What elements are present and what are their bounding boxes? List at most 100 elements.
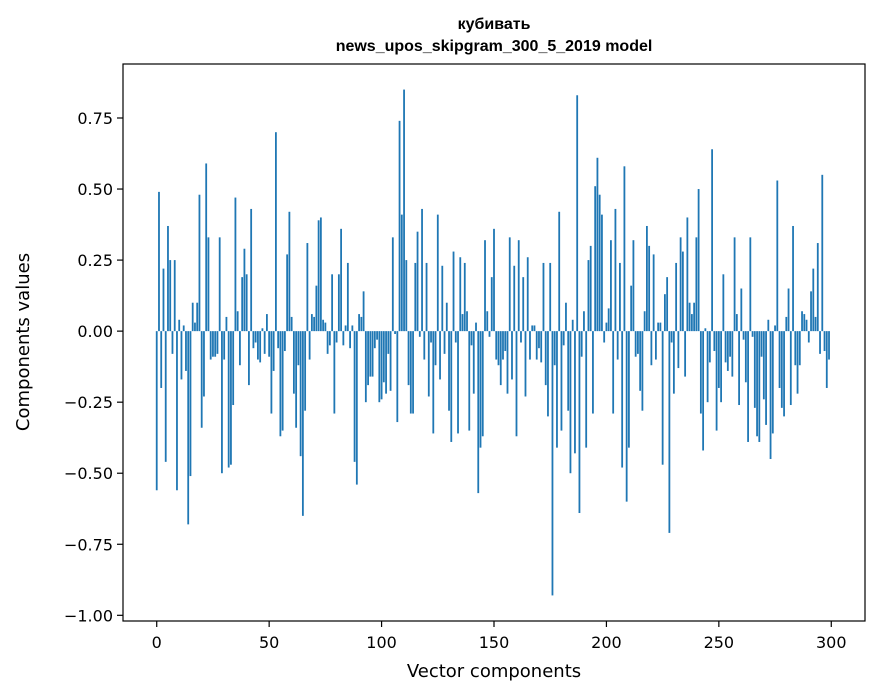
bar-259 [738,331,740,406]
bar-101 [382,331,385,383]
bar-214 [637,331,639,354]
bar-184 [569,331,572,474]
bar-209 [625,331,628,502]
bar-93 [364,331,367,403]
bar-243 [702,331,705,451]
bar-94 [367,331,369,386]
bar-65 [301,331,304,516]
x-tick-label: 150 [479,633,510,652]
bar-265 [751,331,754,337]
bar-290 [807,331,810,343]
bar-21 [203,331,205,397]
bar-189 [580,331,583,357]
bar-287 [801,311,803,332]
bar-273 [769,331,772,460]
bar-134 [457,331,459,434]
bar-60 [290,316,293,332]
bar-11 [180,331,183,380]
bar-293 [814,316,817,332]
bar-246 [708,331,711,363]
y-tick-label: 0.50 [77,180,113,199]
bar-281 [787,288,790,332]
bar-270 [762,331,765,400]
bar-39 [243,248,246,332]
bar-95 [369,331,372,377]
bar-125 [436,214,439,332]
bar-156 [506,331,509,394]
bar-15 [189,331,192,477]
bar-92 [362,291,365,332]
bar-24 [209,331,212,360]
bar-17 [194,322,196,332]
y-tick-label: −1.00 [64,606,113,625]
bar-155 [504,331,507,352]
bar-16 [191,302,194,332]
bar-244 [704,328,707,332]
bar-295 [819,331,821,354]
bar-145 [481,331,484,437]
bar-275 [774,325,776,332]
bar-294 [816,243,819,332]
bar-223 [657,322,660,332]
bar-207 [621,331,624,468]
bar-141 [472,331,475,394]
bar-169 [535,331,538,360]
bar-183 [567,331,570,411]
bar-202 [610,240,612,332]
bar-160 [515,331,518,437]
bar-227 [666,277,669,332]
bar-108 [398,120,401,332]
bar-42 [250,208,253,332]
bar-153 [499,331,502,386]
bar-110 [403,89,405,332]
bar-64 [299,331,302,457]
bar-267 [756,331,758,437]
bar-232 [677,331,680,369]
bar-45 [257,331,259,360]
bar-40 [245,274,248,332]
bar-83 [342,331,345,346]
bar-29 [221,331,223,474]
bar-7 [171,331,174,354]
bar-120 [425,262,428,332]
bar-130 [448,331,450,411]
bar-81 [337,274,340,332]
bar-257 [733,237,736,332]
bar-79 [333,331,336,414]
bar-25 [212,331,214,357]
bar-107 [396,331,399,423]
bar-139 [468,331,471,431]
bar-109 [400,214,403,332]
bar-82 [340,228,342,332]
bar-161 [517,240,520,332]
bar-186 [574,331,576,454]
bar-20 [200,331,203,428]
y-tick-label: 0.25 [77,251,113,270]
bar-22 [205,163,208,332]
bar-230 [672,331,675,394]
bar-206 [619,262,621,332]
bar-50 [268,331,271,357]
bar-208 [623,166,626,332]
bar-3 [162,268,165,332]
bar-124 [434,331,437,366]
bar-84 [344,325,347,332]
x-axis-label: Vector components [407,661,581,682]
bar-35 [234,197,237,332]
bar-126 [439,331,441,380]
bar-269 [760,331,763,357]
bar-157 [508,237,511,332]
bar-297 [823,331,826,352]
bar-90 [358,314,360,332]
bar-170 [538,331,540,349]
bar-216 [641,331,644,411]
bar-245 [706,331,709,403]
bar-276 [776,180,779,332]
bar-146 [484,240,486,332]
bar-26 [214,331,217,357]
bar-28 [218,237,221,332]
bar-129 [445,302,448,332]
bar-152 [497,331,500,366]
bar-188 [578,331,581,514]
bar-27 [216,331,219,354]
